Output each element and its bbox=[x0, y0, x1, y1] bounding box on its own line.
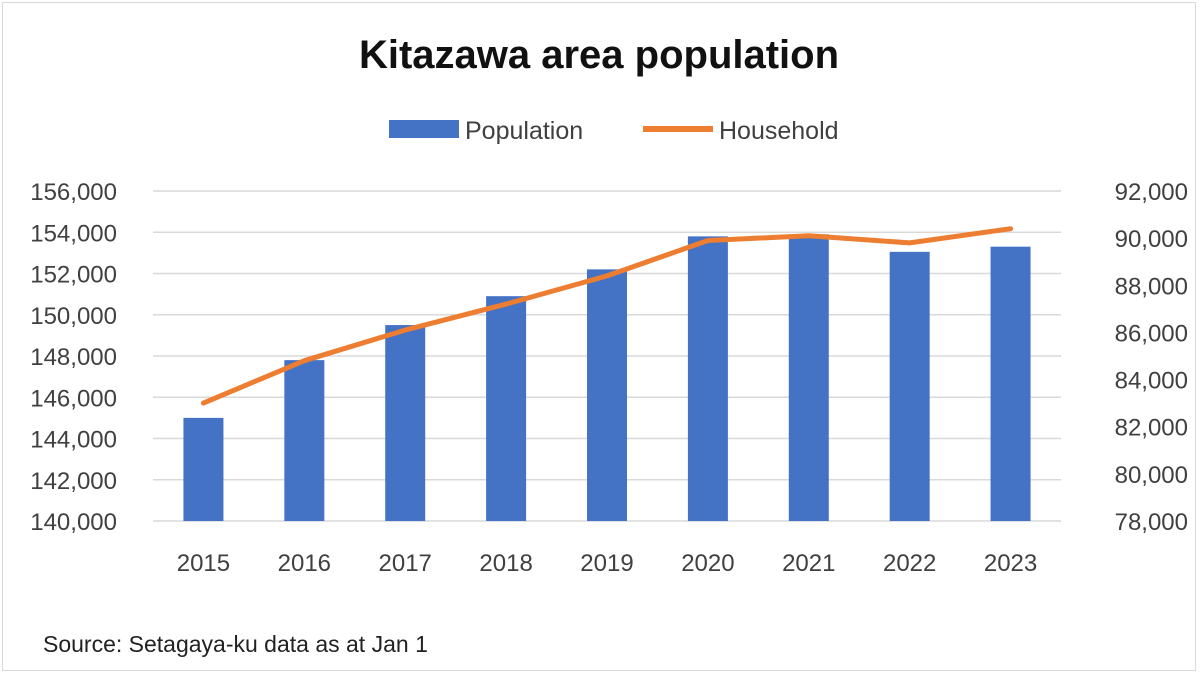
x-axis-tick-label: 2016 bbox=[278, 550, 331, 577]
combo-chart: Population Household 140,000 142,000 144,0… bbox=[3, 3, 1197, 672]
right-axis-tick-label: 88,000 bbox=[1115, 273, 1188, 300]
legend: Population Household bbox=[389, 117, 839, 145]
population-bar bbox=[789, 234, 829, 521]
population-bar bbox=[890, 252, 930, 521]
population-bar bbox=[486, 296, 526, 521]
right-axis-tick-label: 86,000 bbox=[1115, 320, 1188, 347]
legend-household-swatch bbox=[643, 126, 713, 132]
x-axis-tick-label: 2015 bbox=[177, 550, 230, 577]
left-axis-ticks: 140,000 142,000 144,000 146,000 148,000 150,0… bbox=[30, 179, 117, 536]
x-axis-tick-label: 2021 bbox=[782, 550, 835, 577]
right-axis-tick-label: 84,000 bbox=[1115, 368, 1188, 395]
right-axis-tick-label: 80,000 bbox=[1115, 462, 1188, 489]
x-axis-tick-label: 2018 bbox=[479, 550, 532, 577]
population-bar bbox=[385, 325, 425, 521]
left-axis-tick-label: 148,000 bbox=[30, 344, 117, 371]
x-axis-tick-label: 2022 bbox=[883, 550, 936, 577]
x-axis-tick-label: 2023 bbox=[984, 550, 1037, 577]
left-axis-tick-label: 154,000 bbox=[30, 220, 117, 247]
right-axis-tick-label: 82,000 bbox=[1115, 415, 1188, 442]
legend-population-swatch bbox=[389, 120, 459, 138]
left-axis-tick-label: 146,000 bbox=[30, 385, 117, 412]
legend-population-label: Population bbox=[465, 117, 583, 145]
right-axis-ticks: 78,000 80,000 82,000 84,000 86,000 88,000 90,0… bbox=[1115, 179, 1188, 536]
population-bar bbox=[183, 418, 223, 521]
population-bar bbox=[284, 360, 324, 521]
x-axis-tick-label: 2019 bbox=[580, 550, 633, 577]
left-axis-tick-label: 156,000 bbox=[30, 179, 117, 206]
right-axis-tick-label: 90,000 bbox=[1115, 226, 1188, 253]
x-axis-tick-label: 2020 bbox=[681, 550, 734, 577]
left-axis-tick-label: 152,000 bbox=[30, 262, 117, 289]
left-axis-tick-label: 150,000 bbox=[30, 303, 117, 330]
x-axis-tick-label: 2017 bbox=[379, 550, 432, 577]
left-axis-tick-label: 144,000 bbox=[30, 427, 117, 454]
population-bar bbox=[991, 247, 1031, 521]
source-note: Source: Setagaya-ku data as at Jan 1 bbox=[43, 631, 428, 658]
population-bar bbox=[587, 269, 627, 521]
right-axis-tick-label: 92,000 bbox=[1115, 179, 1188, 206]
legend-household-label: Household bbox=[719, 117, 839, 145]
x-axis-ticks: 2015 2016 2017 2018 2019 2020 2021 2022 2023 bbox=[177, 550, 1038, 577]
right-axis-tick-label: 78,000 bbox=[1115, 509, 1188, 536]
left-axis-tick-label: 142,000 bbox=[30, 468, 117, 495]
left-axis-tick-label: 140,000 bbox=[30, 509, 117, 536]
population-bar bbox=[688, 236, 728, 521]
